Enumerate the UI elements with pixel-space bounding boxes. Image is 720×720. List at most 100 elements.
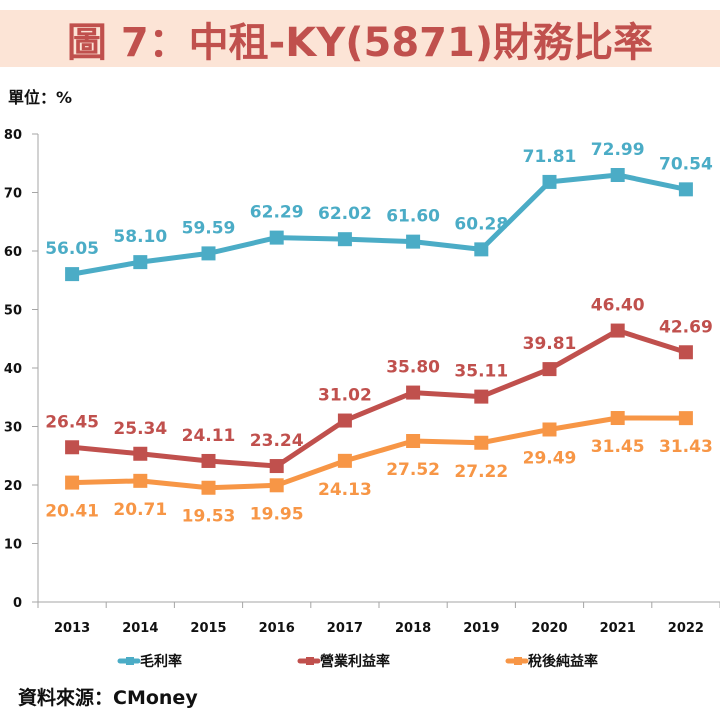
data-label: 35.80 <box>386 358 440 378</box>
data-label: 35.11 <box>454 362 508 382</box>
data-label: 46.40 <box>591 296 645 316</box>
data-label: 27.22 <box>454 462 508 482</box>
y-tick-label: 10 <box>4 538 22 553</box>
data-point-marker <box>542 174 557 189</box>
data-label: 24.11 <box>182 426 236 446</box>
data-label: 23.24 <box>250 431 304 451</box>
legend-marker-icon <box>126 657 134 665</box>
y-axis-tick-labels: 0 10 20 30 40 50 60 70 80 <box>4 128 22 611</box>
x-tick-label: 2018 <box>395 621 431 636</box>
legend-item: 營業利益率 <box>297 653 390 670</box>
data-label: 72.99 <box>591 140 645 160</box>
data-point-marker <box>337 413 352 428</box>
data-point-marker <box>269 230 284 245</box>
data-point-marker <box>610 411 625 426</box>
data-label: 27.52 <box>386 460 440 480</box>
series-line <box>72 415 686 491</box>
data-point-marker <box>201 480 216 495</box>
data-label: 20.71 <box>113 500 167 520</box>
data-point-marker <box>133 473 148 488</box>
y-tick-label: 70 <box>4 187 22 202</box>
data-label: 42.69 <box>659 317 713 337</box>
legend-label: 營業利益率 <box>320 653 390 670</box>
x-axis-tick-labels: 2013 2014 2015 2016 2017 2018 2019 2020 2021 2022 <box>54 621 704 636</box>
series-2: 20.41 20.71 19.53 19.95 24.13 27.52 27.22 29.49… <box>45 411 713 527</box>
data-label: 20.41 <box>45 502 99 522</box>
data-point-marker <box>678 182 693 197</box>
data-label: 58.10 <box>113 227 167 247</box>
data-label: 24.13 <box>318 480 372 500</box>
legend-marker-icon <box>306 657 314 665</box>
series-layer: 56.05 58.10 59.59 62.29 62.02 61.60 60.28 71.81… <box>45 140 713 527</box>
data-point-marker <box>406 385 421 400</box>
data-point-marker <box>678 345 693 360</box>
data-point-marker <box>201 453 216 468</box>
x-tick-label: 2015 <box>190 621 226 636</box>
data-point-marker <box>269 478 284 493</box>
chart-title: 圖 7：中租-KY(5871)財務比率 <box>66 19 654 66</box>
data-label: 60.28 <box>454 214 508 234</box>
x-tick-label: 2014 <box>122 621 158 636</box>
data-point-marker <box>542 422 557 437</box>
y-tick-label: 30 <box>4 421 22 436</box>
data-point-marker <box>542 362 557 377</box>
data-point-marker <box>65 267 80 282</box>
data-label: 70.54 <box>659 154 713 174</box>
y-tick-label: 0 <box>13 596 22 611</box>
legend-marker-icon <box>514 657 522 665</box>
data-point-marker <box>201 246 216 261</box>
data-point-marker <box>65 475 80 490</box>
series-0: 56.05 58.10 59.59 62.29 62.02 61.60 60.28 71.81… <box>45 140 713 282</box>
data-label: 31.02 <box>318 386 372 406</box>
data-point-marker <box>610 168 625 183</box>
data-label: 71.81 <box>523 147 577 167</box>
legend: 毛利率 營業利益率 稅後純益率 <box>117 653 598 670</box>
legend-item: 毛利率 <box>117 653 182 670</box>
data-label: 25.34 <box>113 419 167 439</box>
x-tick-label: 2021 <box>600 621 636 636</box>
data-label: 62.02 <box>318 204 372 224</box>
x-tick-label: 2020 <box>531 621 567 636</box>
data-point-marker <box>337 232 352 247</box>
data-point-marker <box>133 446 148 461</box>
title-banner: 圖 7：中租-KY(5871)財務比率 <box>0 10 720 67</box>
data-label: 26.45 <box>45 412 99 432</box>
y-tick-label: 80 <box>4 128 22 143</box>
y-tick-label: 40 <box>4 362 22 377</box>
data-point-marker <box>474 435 489 450</box>
source-label: 資料來源：CMoney <box>18 687 198 709</box>
data-label: 56.05 <box>45 239 99 259</box>
y-tick-label: 20 <box>4 479 22 494</box>
axes <box>32 133 720 608</box>
x-tick-label: 2013 <box>54 621 90 636</box>
data-point-marker <box>133 255 148 270</box>
data-point-marker <box>610 323 625 338</box>
data-label: 29.49 <box>523 448 577 468</box>
series-line <box>71 328 687 469</box>
series-1: 26.45 25.34 24.11 23.24 31.02 35.80 35.11 39.81… <box>45 296 713 474</box>
data-point-marker <box>269 459 284 474</box>
data-label: 31.45 <box>591 437 645 457</box>
data-label: 62.29 <box>250 203 304 223</box>
data-label: 39.81 <box>523 334 577 354</box>
y-tick-label: 50 <box>4 304 22 319</box>
data-point-marker <box>474 389 489 404</box>
y-tick-label: 60 <box>4 245 22 260</box>
unit-label: 單位：% <box>8 88 73 107</box>
legend-item: 稅後純益率 <box>505 653 598 670</box>
x-tick-label: 2016 <box>259 621 295 636</box>
x-tick-label: 2017 <box>327 621 363 636</box>
data-point-marker <box>406 234 421 249</box>
data-label: 19.53 <box>182 507 236 527</box>
data-label: 59.59 <box>182 218 236 238</box>
data-label: 31.43 <box>659 437 713 457</box>
x-tick-label: 2019 <box>463 621 499 636</box>
series-line <box>71 172 687 277</box>
data-point-marker <box>65 440 80 455</box>
data-label: 61.60 <box>386 207 440 227</box>
legend-label: 稅後純益率 <box>528 653 598 670</box>
data-point-marker <box>337 453 352 468</box>
data-point-marker <box>406 434 421 449</box>
data-label: 19.95 <box>250 504 304 524</box>
